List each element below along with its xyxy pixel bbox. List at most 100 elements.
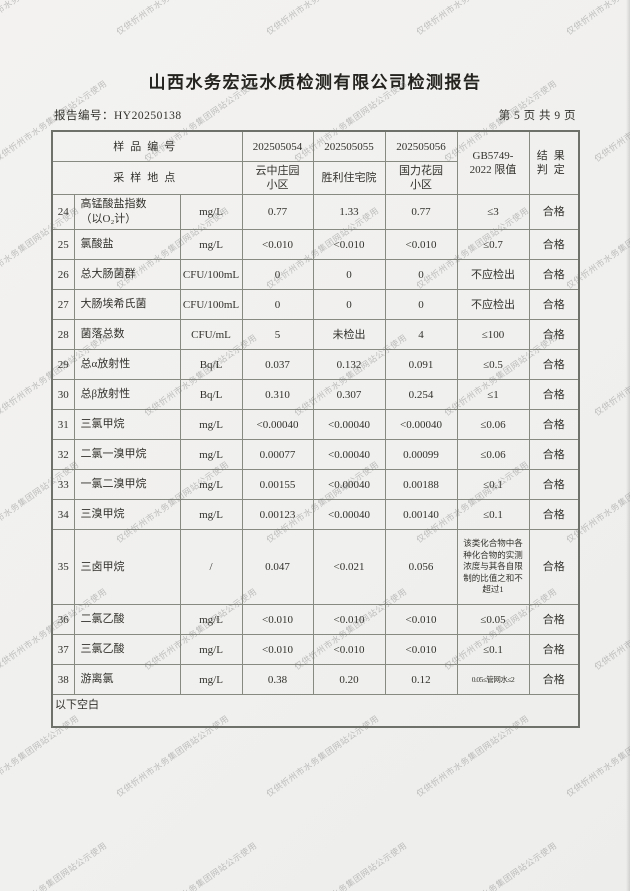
watermark-text: 仅供忻州市水务集团网站公示使用 [292, 840, 409, 891]
watermark-text: 仅供忻州市水务集团网站公示使用 [264, 0, 381, 38]
row-index-cell: 26 [51, 259, 75, 290]
item-cell: 二氯乙酸 [73, 604, 181, 635]
row-index-cell: 32 [51, 439, 75, 470]
sample3-id-cell: 202505056 [384, 130, 458, 162]
sample3-value-cell: <0.00040 [384, 409, 458, 440]
sample1-value-cell: <0.010 [241, 229, 314, 260]
table-row: 28 菌落总数 CFU/mL 5 未检出 4 ≤100 合格 [51, 319, 580, 350]
limit-cell: ≤0.1 [456, 634, 530, 665]
report-number: 报告编号：HY20250138 [54, 110, 182, 122]
row-index-cell: 28 [51, 319, 75, 350]
limit-cell: 0.05≤管网水≤2 [456, 664, 530, 695]
sample3-value-cell: 0.00099 [384, 439, 458, 470]
limit-cell: ≤3 [456, 194, 530, 230]
item-cell: 氯酸盐 [73, 229, 181, 260]
result-cell: 合格 [528, 259, 580, 290]
watermark-text: 仅供忻州市水务集团网站公示使用 [114, 0, 231, 38]
sample1-id-cell: 202505054 [241, 130, 314, 162]
item-cell: 高锰酸盐指数 （以O₂计） [73, 194, 181, 230]
row-index-cell: 37 [51, 634, 75, 665]
item-cell: 总β放射性 [73, 379, 181, 410]
sample1-value-cell: 0.00077 [241, 439, 314, 470]
sample3-value-cell: <0.010 [384, 229, 458, 260]
table-row: 31 三氯甲烷 mg/L <0.00040 <0.00040 <0.00040 ≤0.06 合… [51, 409, 580, 440]
row-index-cell: 35 [51, 529, 75, 605]
table-row: 32 二氯一溴甲烷 mg/L 0.00077 <0.00040 0.00099 ≤0.06 合… [51, 439, 580, 470]
sample2-value-cell: <0.010 [312, 604, 386, 635]
sample2-value-cell: <0.021 [312, 529, 386, 605]
sample3-value-cell: 0.77 [384, 194, 458, 230]
item-cell: 三溴甲烷 [73, 499, 181, 530]
sample2-value-cell: 0.307 [312, 379, 386, 410]
row-index-cell: 24 [51, 194, 75, 230]
table-row: 30 总β放射性 Bq/L 0.310 0.307 0.254 ≤1 合格 [51, 379, 580, 410]
table-row: 27 大肠埃希氏菌 CFU/100mL 0 0 0 不应检出 合格 [51, 289, 580, 320]
sample1-value-cell: 0.00123 [241, 499, 314, 530]
limit-header-cell: GB5749- 2022 限值 [456, 130, 530, 195]
limit-cell: ≤0.1 [456, 469, 530, 500]
header-row-locations: 采样地点 云中庄园 小区 胜利住宅院 国力花园 小区 [51, 161, 579, 195]
result-cell: 合格 [528, 409, 580, 440]
limit-cell: ≤0.5 [456, 349, 530, 380]
below-blank-cell: 以下空白 [51, 694, 580, 728]
result-cell: 合格 [528, 289, 580, 320]
table-row: 38 游离氯 mg/L 0.38 0.20 0.12 0.05≤管网水≤2 合格 [51, 664, 580, 695]
table-row: 26 总大肠菌群 CFU/100mL 0 0 0 不应检出 合格 [51, 259, 580, 290]
limit-cell: 不应检出 [456, 289, 530, 320]
sample2-value-cell: 未检出 [312, 319, 386, 350]
page-indicator: 第 5 页 共 9 页 [498, 110, 576, 122]
sample1-value-cell: 0.047 [241, 529, 314, 605]
watermark-text: 仅供忻州市水务集团网站公示使用 [442, 840, 559, 891]
sample3-location-cell: 国力花园 小区 [384, 161, 458, 195]
sample1-value-cell: 0.38 [241, 664, 314, 695]
table-row: 25 氯酸盐 mg/L <0.010 <0.010 <0.010 ≤0.7 合格 [51, 229, 580, 260]
sample2-value-cell: <0.010 [312, 229, 386, 260]
result-cell: 合格 [528, 634, 580, 665]
limit-cell: ≤1 [456, 379, 530, 410]
sample3-value-cell: 0.00140 [384, 499, 458, 530]
item-cell: 游离氯 [73, 664, 181, 695]
item-cell: 三氯乙酸 [73, 634, 181, 665]
table-row: 29 总α放射性 Bq/L 0.037 0.132 0.091 ≤0.5 合格 [51, 349, 580, 380]
limit-cell: ≤0.1 [456, 499, 530, 530]
sample2-value-cell: <0.00040 [312, 499, 386, 530]
sample3-value-cell: 0 [384, 289, 458, 320]
item-cell: 二氯一溴甲烷 [73, 439, 181, 470]
row-index-cell: 30 [51, 379, 75, 410]
table-row: 36 二氯乙酸 mg/L <0.010 <0.010 <0.010 ≤0.05 合格 [51, 604, 580, 635]
below-blank-note: 以下空白 [55, 699, 99, 711]
sample2-value-cell: 0.132 [312, 349, 386, 380]
result-cell: 合格 [528, 529, 580, 605]
watermark-text: 仅供忻州市水务集团网站公示使用 [414, 0, 531, 38]
unit-cell: CFU/mL [179, 319, 243, 350]
item-cell: 总大肠菌群 [73, 259, 181, 290]
watermark-text: 仅供忻州市水务集团网站公示使用 [0, 840, 109, 891]
report-meta: 报告编号：HY20250138 第 5 页 共 9 页 [54, 107, 576, 123]
sample3-value-cell: 0.12 [384, 664, 458, 695]
sample3-value-cell: 0.056 [384, 529, 458, 605]
sample2-location-cell: 胜利住宅院 [312, 161, 386, 195]
sample3-value-cell: 0.091 [384, 349, 458, 380]
row-index-cell: 25 [51, 229, 75, 260]
watermark-text: 仅供忻州市水务集团网站公示使用 [592, 332, 630, 418]
result-cell: 合格 [528, 499, 580, 530]
item-cell: 菌落总数 [73, 319, 181, 350]
row-index-cell: 33 [51, 469, 75, 500]
item-cell: 三卤甲烷 [73, 529, 181, 605]
sample1-value-cell: 5 [241, 319, 314, 350]
sample1-value-cell: <0.010 [241, 604, 314, 635]
sample3-value-cell: 0 [384, 259, 458, 290]
unit-cell: mg/L [179, 229, 243, 260]
table-row: 35 三卤甲烷/0.047 <0.021 0.056 该类化合物中各种化合物的实测浓度与… [51, 529, 580, 605]
result-cell: 合格 [528, 349, 580, 380]
sample3-value-cell: 4 [384, 319, 458, 350]
result-cell: 合格 [528, 194, 580, 230]
header-row-sample-ids: 样品编号 202505054 202505055 202505056 GB574… [51, 130, 580, 195]
watermark-text: 仅供忻州市水务集团网站公示使用 [142, 840, 259, 891]
unit-cell: mg/L [179, 634, 243, 665]
report-title: 山西水务宏远水质检测有限公司检测报告 [148, 73, 482, 92]
row-index-cell: 29 [51, 349, 75, 380]
row-index-cell: 31 [51, 409, 75, 440]
limit-cell: 该类化合物中各种化合物的实测浓度与其各自限制的比值之和不超过1 [456, 529, 530, 605]
